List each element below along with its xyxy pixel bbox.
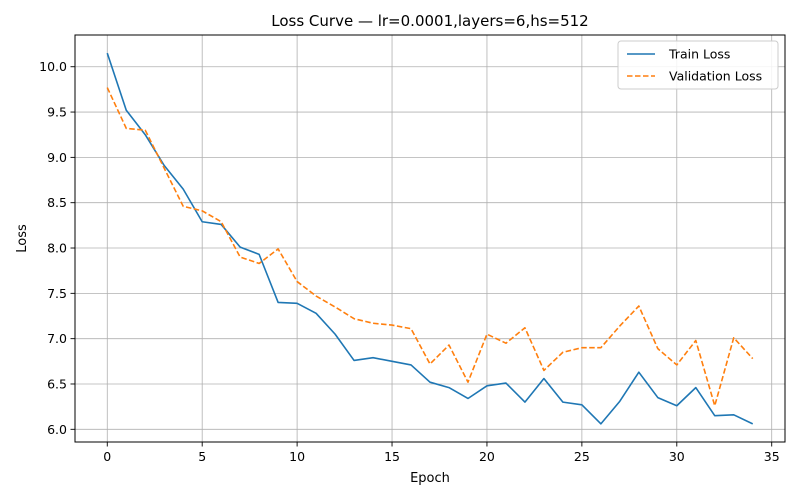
y-tick-label: 9.5 bbox=[47, 105, 67, 120]
y-tick-label: 7.0 bbox=[47, 331, 67, 346]
x-tick-label: 30 bbox=[669, 449, 685, 464]
grid-lines bbox=[75, 35, 785, 442]
y-tick-label: 6.0 bbox=[47, 422, 67, 437]
y-tick-label: 8.5 bbox=[47, 195, 67, 210]
y-tick-label: 6.5 bbox=[47, 376, 67, 391]
y-axis-label: Loss bbox=[15, 224, 30, 253]
legend: Train Loss Validation Loss bbox=[617, 40, 779, 90]
legend-label-train: Train Loss bbox=[668, 47, 730, 62]
x-tick-label: 25 bbox=[574, 449, 590, 464]
legend-label-validation: Validation Loss bbox=[669, 69, 762, 84]
x-axis-label: Epoch bbox=[410, 471, 450, 486]
x-tick-label: 5 bbox=[198, 449, 206, 464]
x-tick-label: 35 bbox=[764, 449, 780, 464]
y-tick-label: 8.0 bbox=[47, 241, 67, 256]
x-tick-label: 15 bbox=[384, 449, 400, 464]
y-tick-label: 9.0 bbox=[47, 150, 67, 165]
series-lines bbox=[106, 52, 754, 425]
legend-box bbox=[617, 40, 779, 90]
x-tick-label: 10 bbox=[289, 449, 305, 464]
y-tick-label: 7.5 bbox=[47, 286, 67, 301]
y-axis-ticks: 6.0 6.5 7.0 7.5 8.0 8.5 9.0 9.5 10.0 bbox=[39, 59, 75, 437]
x-tick-label: 0 bbox=[103, 449, 111, 464]
chart-title: Loss Curve — lr=0.0001,layers=6,hs=512 bbox=[271, 12, 588, 30]
validation-loss-line bbox=[106, 87, 754, 407]
y-tick-label: 10.0 bbox=[39, 59, 67, 74]
train-loss-line bbox=[106, 52, 754, 425]
x-tick-label: 20 bbox=[479, 449, 495, 464]
x-axis-ticks: 0 5 10 15 20 25 30 35 bbox=[103, 442, 780, 464]
plot-frame bbox=[74, 34, 786, 443]
